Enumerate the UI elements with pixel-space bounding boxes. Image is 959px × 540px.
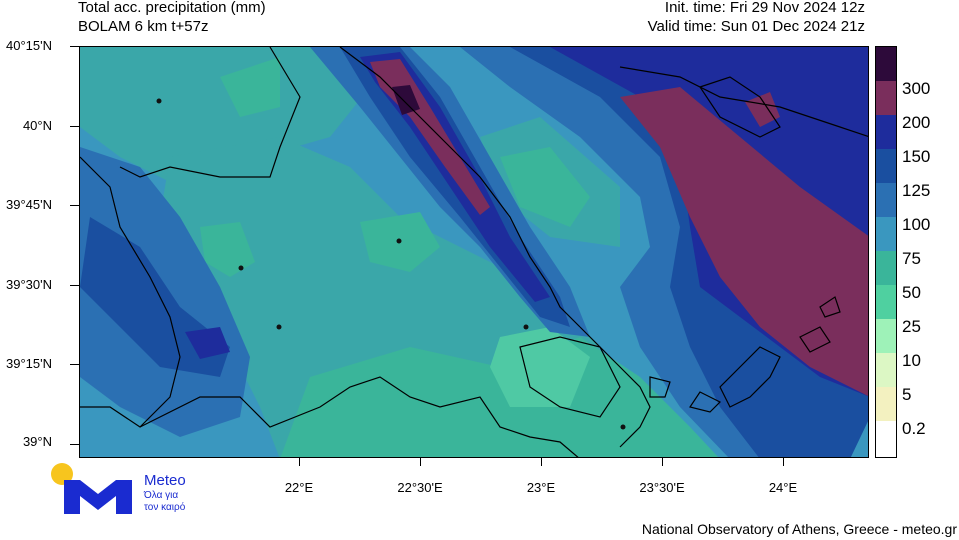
city-marker [276,324,282,330]
lat-label: 40°N [22,118,52,133]
logo-name: Meteo [144,472,186,489]
legend-color-box [876,217,896,251]
precipitation-field [80,47,868,457]
city-marker [156,98,162,104]
lon-label: 23°30'E [639,480,685,495]
precipitation-colorbar [875,46,897,458]
legend-label: 200 [902,113,931,132]
precipitation-map [79,46,869,458]
city-marker [238,265,244,271]
lon-label: 23°E [526,480,556,495]
legend-color-box [876,115,896,149]
legend-label: 0.2 [902,419,926,438]
lon-tick [662,458,663,466]
legend-color-box [876,421,896,457]
lon-tick [420,458,421,466]
legend-label: 25 [902,317,921,336]
sun-icon [51,463,73,485]
legend-color-box [876,81,896,115]
lon-tick [299,458,300,466]
logo-tagline-line-2: τον καιρό [144,502,186,513]
city-marker [523,324,529,330]
legend-label: 10 [902,351,921,370]
lon-tick [783,458,784,466]
city-marker [620,424,626,430]
legend-color-box [876,353,896,387]
field-zone [185,327,230,359]
field-zone [620,87,868,396]
field-zone [200,222,255,277]
legend-color-box [876,183,896,217]
lat-label: 39°N [22,434,52,449]
field-zone [392,85,420,115]
field-zone [220,57,280,117]
legend-label: 5 [902,385,912,404]
m-logo-mark [64,480,132,514]
legend-label: 300 [902,79,931,98]
lat-tick [70,364,79,365]
legend-color-box [876,251,896,285]
lat-label: 40°15'N [6,38,52,53]
legend-color-box [876,319,896,353]
legend-label: 125 [902,181,931,200]
city-markers [156,98,626,430]
legend-color-box [876,387,896,421]
lon-label: 24°E [768,480,798,495]
lat-tick [70,444,79,445]
forecast-times: Init. time: Fri 29 Nov 2024 12z Valid ti… [648,0,865,36]
lon-tick [541,458,542,466]
lat-tick [70,46,79,47]
field-zone [280,337,719,457]
lon-label: 22°30'E [397,480,443,495]
title-line-2: BOLAM 6 km t+57z [78,18,209,35]
field-zone [500,147,590,227]
lat-label: 39°45'N [6,197,52,212]
source-credit: National Observatory of Athens, Greece -… [641,521,957,537]
logo-tagline-line-1: Όλα για [144,490,179,501]
meteo-logo [51,463,132,514]
valid-time: Valid time: Sun 01 Dec 2024 21z [647,18,865,35]
legend-color-box [876,47,896,81]
logo-tagline: Όλα για τον καιρό [144,490,185,514]
legend-label: 100 [902,215,931,234]
map-title: Total acc. precipitation (mm) BOLAM 6 km… [78,0,266,36]
title-line-1: Total acc. precipitation (mm) [78,0,266,16]
lat-label: 39°30'N [6,277,52,292]
lon-label: 22°E [284,480,314,495]
field-zone [745,92,780,127]
legend-label: 50 [902,283,921,302]
city-marker [396,238,402,244]
legend-label: 150 [902,147,931,166]
legend-color-box [876,149,896,183]
init-time: Init. time: Fri 29 Nov 2024 12z [664,0,865,16]
lat-tick [70,205,79,206]
field-zone [80,47,370,187]
lat-label: 39°15'N [6,356,52,371]
legend-color-box [876,285,896,319]
field-zone [490,327,590,407]
coastlines [80,47,868,457]
lat-tick [70,126,79,127]
legend-label: 75 [902,249,921,268]
lat-tick [70,285,79,286]
